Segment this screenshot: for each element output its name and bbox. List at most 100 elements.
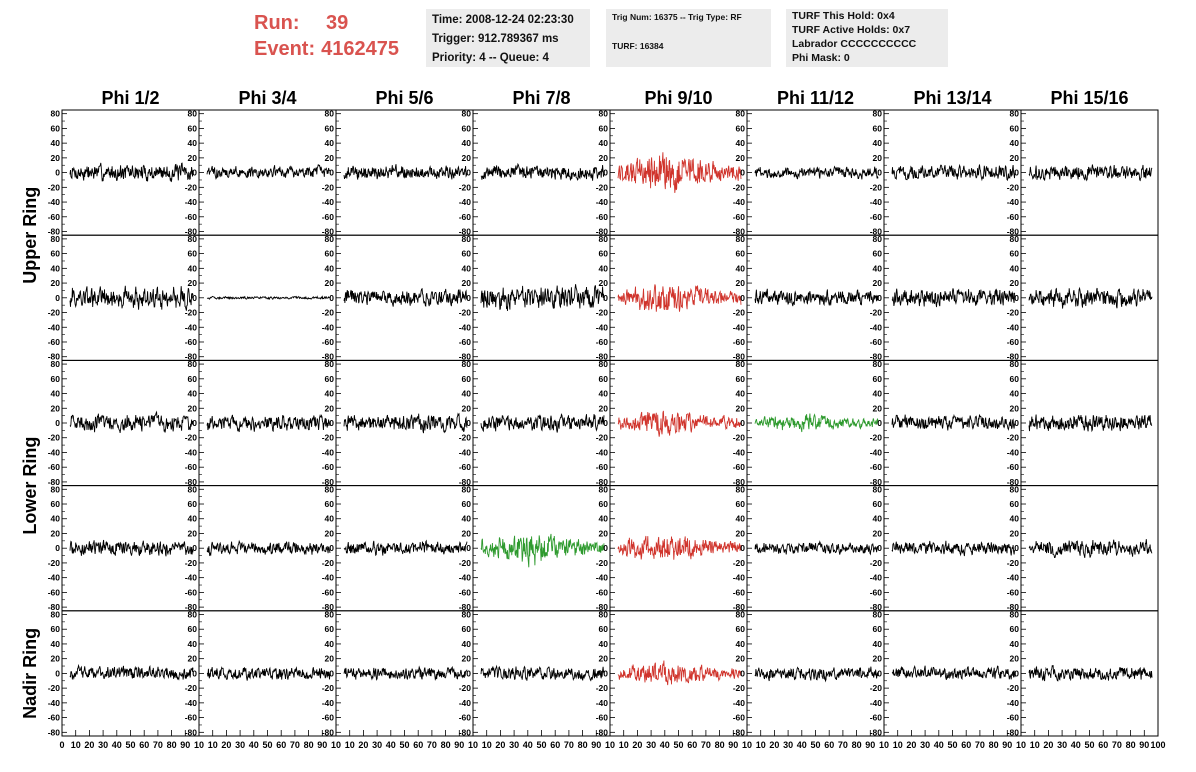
x-tick-label-31: 10 <box>482 740 492 750</box>
y-tick-label-r5-c7-5: -20 <box>870 683 883 693</box>
y-tick-label-r5-c6-0: 80 <box>736 609 746 619</box>
y-tick-label-r3-c5-3: 20 <box>599 403 609 413</box>
x-tick-label-18: 80 <box>304 740 314 750</box>
y-tick-label-r5-c3-6: -40 <box>322 698 335 708</box>
y-tick-label-r5-c8-5: -20 <box>1007 683 1020 693</box>
y-tick-label-r2-c1-6: -40 <box>48 322 61 332</box>
y-tick-label-r1-c6-4: 0 <box>740 168 745 178</box>
waveform-r4-c7 <box>891 540 1016 557</box>
y-tick-label-r2-c6-1: 60 <box>736 249 746 259</box>
y-tick-label-r3-c1-2: 40 <box>51 389 61 399</box>
y-tick-label-r4-c4-3: 20 <box>462 528 472 538</box>
y-tick-label-r3-c6-3: 20 <box>736 403 746 413</box>
y-tick-label-r4-c5-4: 0 <box>603 543 608 553</box>
x-tick-label-73: 30 <box>1057 740 1067 750</box>
y-tick-label-r5-c5-3: 20 <box>599 654 609 664</box>
y-tick-label-r4-c8-6: -40 <box>1007 573 1020 583</box>
y-tick-label-r2-c7-0: 80 <box>873 234 883 244</box>
y-tick-label-r3-c7-4: 0 <box>877 418 882 428</box>
y-tick-label-r5-c4-7: -60 <box>459 713 472 723</box>
y-tick-label-r2-c4-4: 0 <box>466 293 471 303</box>
waveform-r3-c6 <box>754 413 879 433</box>
x-tick-label-59: 90 <box>865 740 875 750</box>
y-tick-label-r5-c8-0: 80 <box>1010 609 1020 619</box>
y-tick-label-r1-c4-2: 40 <box>462 138 472 148</box>
y-tick-label-r1-c1-2: 40 <box>51 138 61 148</box>
y-tick-label-r1-c5-7: -60 <box>596 212 609 222</box>
y-tick-label-r4-c5-1: 60 <box>599 499 609 509</box>
y-tick-label-r3-c4-7: -60 <box>459 462 472 472</box>
y-tick-label-r5-c7-6: -40 <box>870 698 883 708</box>
y-tick-label-r5-c2-4: 0 <box>192 668 197 678</box>
y-tick-label-r1-c2-7: -60 <box>185 212 198 222</box>
y-tick-label-r2-c1-4: 0 <box>55 293 60 303</box>
waveform-r4-c6 <box>754 540 879 556</box>
y-tick-label-r1-c8-8: -80 <box>1007 227 1020 237</box>
x-tick-label-50: 10 <box>742 740 752 750</box>
x-tick-label-79: 90 <box>1139 740 1149 750</box>
y-tick-label-r5-c1-8: -80 <box>48 727 61 737</box>
y-tick-label-r3-c6-8: -80 <box>733 477 746 487</box>
y-tick-label-r1-c5-1: 60 <box>599 123 609 133</box>
y-tick-label-r1-c3-4: 0 <box>329 168 334 178</box>
y-tick-label-r2-c7-4: 0 <box>877 293 882 303</box>
waveform-r3-c4 <box>480 413 605 433</box>
y-tick-label-r3-c8-0: 80 <box>1010 359 1020 369</box>
y-tick-label-r5-c5-1: 60 <box>599 624 609 634</box>
y-tick-label-r1-c1-8: -80 <box>48 227 61 237</box>
y-tick-label-r2-c4-0: 80 <box>462 234 472 244</box>
y-tick-label-r5-c1-7: -60 <box>48 713 61 723</box>
waveform-r3-c7 <box>891 413 1016 431</box>
x-tick-label-24: 40 <box>386 740 396 750</box>
y-tick-label-r3-c3-6: -40 <box>322 447 335 457</box>
y-tick-label-r1-c7-8: -80 <box>870 227 883 237</box>
turf-this-hold-text: TURF This Hold: 0x4 <box>792 10 895 22</box>
y-tick-label-r3-c2-0: 80 <box>188 359 198 369</box>
y-tick-label-r5-c6-2: 40 <box>736 639 746 649</box>
x-tick-label-23: 30 <box>372 740 382 750</box>
waveform-r2-c1 <box>69 285 194 311</box>
x-tick-label-77: 70 <box>1112 740 1122 750</box>
y-tick-label-r4-c4-6: -40 <box>459 573 472 583</box>
y-tick-label-r1-c8-0: 80 <box>1010 109 1020 119</box>
y-tick-label-r3-c5-8: -80 <box>596 477 609 487</box>
y-tick-label-r2-c2-0: 80 <box>188 234 198 244</box>
y-tick-label-r3-c4-5: -20 <box>459 433 472 443</box>
y-tick-label-r2-c6-8: -80 <box>733 352 746 362</box>
waveform-r2-c4 <box>480 284 605 311</box>
x-tick-label-3: 30 <box>98 740 108 750</box>
y-tick-label-r2-c6-4: 0 <box>740 293 745 303</box>
y-tick-label-r2-c8-1: 60 <box>1010 249 1020 259</box>
y-tick-label-r2-c6-3: 20 <box>736 278 746 288</box>
x-tick-label-20: 10 <box>331 740 341 750</box>
y-tick-label-r5-c6-7: -60 <box>733 713 746 723</box>
y-tick-label-r5-c8-1: 60 <box>1010 624 1020 634</box>
y-tick-label-r5-c8-6: -40 <box>1007 698 1020 708</box>
turf-active-holds-text: TURF Active Holds: 0x7 <box>792 24 911 36</box>
y-tick-label-r4-c4-1: 60 <box>462 499 472 509</box>
x-tick-label-56: 60 <box>824 740 834 750</box>
y-tick-label-r4-c5-8: -80 <box>596 602 609 612</box>
x-tick-label-7: 70 <box>153 740 163 750</box>
y-tick-label-r1-c7-5: -20 <box>870 182 883 192</box>
y-tick-label-r2-c7-3: 20 <box>873 278 883 288</box>
y-tick-label-r5-c2-7: -60 <box>185 713 198 723</box>
y-tick-label-r1-c6-7: -60 <box>733 212 746 222</box>
x-tick-label-34: 40 <box>523 740 533 750</box>
y-tick-label-r1-c2-0: 80 <box>188 109 198 119</box>
y-tick-label-r2-c6-5: -20 <box>733 308 746 318</box>
waveform-r1-c3 <box>343 164 468 180</box>
y-tick-label-r4-c3-1: 60 <box>325 499 335 509</box>
y-tick-label-r5-c1-6: -40 <box>48 698 61 708</box>
y-tick-label-r3-c6-2: 40 <box>736 389 746 399</box>
x-tick-label-37: 70 <box>564 740 574 750</box>
event-label: Event: <box>254 38 316 60</box>
y-tick-label-r2-c7-1: 60 <box>873 249 883 259</box>
y-tick-label-r1-c8-7: -60 <box>1007 212 1020 222</box>
y-tick-label-r2-c3-7: -60 <box>322 337 335 347</box>
x-tick-label-68: 80 <box>989 740 999 750</box>
y-tick-label-r5-c7-7: -60 <box>870 713 883 723</box>
waveform-r1-c1 <box>69 162 194 183</box>
y-tick-label-r2-c1-1: 60 <box>51 249 61 259</box>
y-tick-label-r3-c1-5: -20 <box>48 433 61 443</box>
